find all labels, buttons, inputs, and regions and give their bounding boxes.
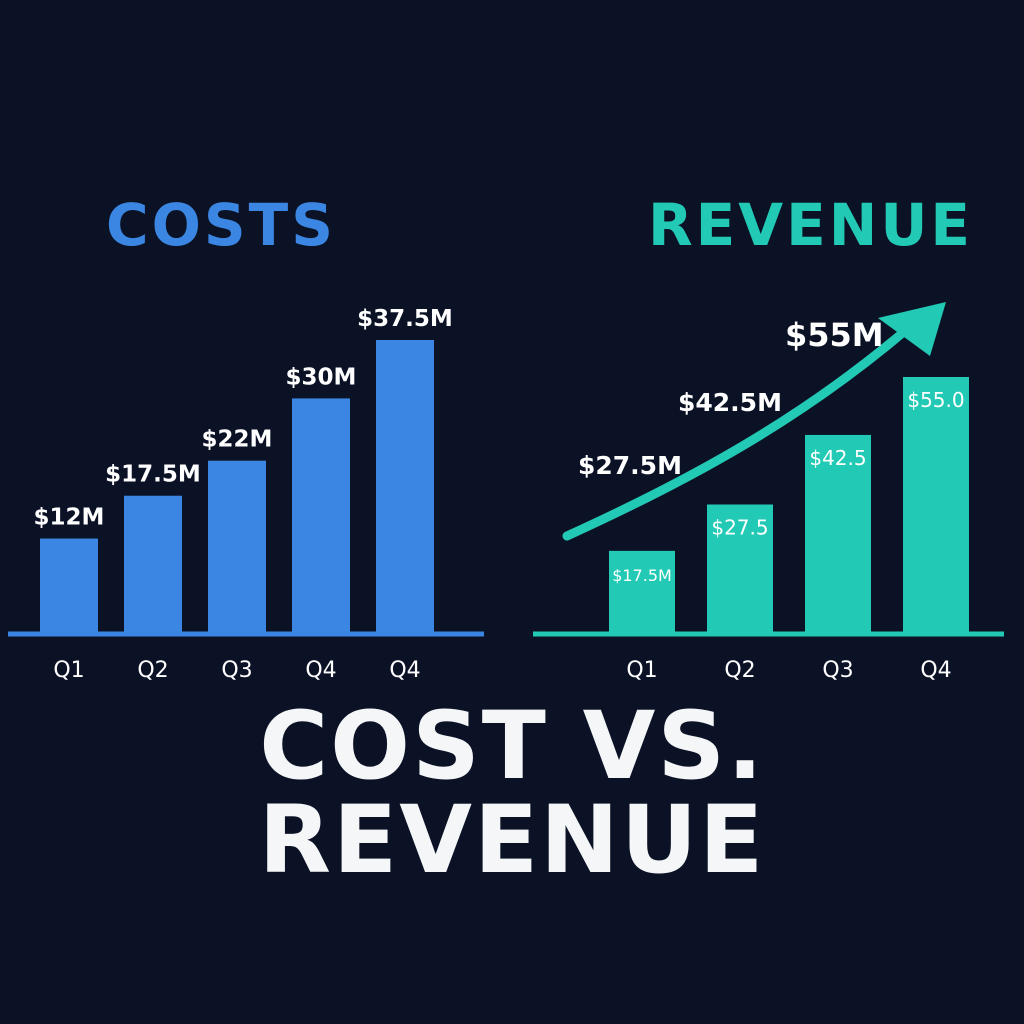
trend-arrow-line — [562, 325, 911, 541]
costs-chart: Q1 $12M Q2 $17.5M Q3 $22M Q4 $30M Q4 $37.5M — [8, 306, 484, 683]
bar-q4-5 — [376, 340, 434, 632]
bar-q3-3 — [805, 434, 871, 632]
revenue-chart-title: REVENUE — [648, 191, 974, 259]
tick-label: Q4 — [305, 658, 336, 683]
bar-q2-2 — [707, 504, 773, 632]
revenue-chart: Q1 $17.5M Q2 $27.5 Q3 $42.5 Q4 $55.0 $27.5M $42.5… — [533, 302, 1004, 683]
tick-label: Q4 — [920, 658, 951, 683]
data-label: $37.5M — [357, 306, 453, 332]
main-title: COST VS. REVENUE — [258, 692, 766, 895]
data-label: $17.5M — [105, 462, 201, 488]
data-label: $42.5 — [809, 446, 866, 470]
tick-label: Q4 — [389, 658, 420, 683]
bar-q4-4 — [292, 398, 350, 632]
data-label: $17.5M — [612, 566, 672, 585]
data-label: $22M — [202, 427, 273, 453]
bar-q4-4 — [903, 377, 969, 632]
bar-q1-1 — [40, 538, 98, 632]
tick-label: Q3 — [822, 658, 853, 683]
trend-arrow-head — [878, 302, 946, 356]
costs-chart-title: COSTS — [106, 191, 336, 259]
tick-label: Q2 — [724, 658, 755, 683]
bar-q3-3 — [208, 460, 266, 632]
data-label: $55.0 — [907, 388, 964, 412]
tick-label: Q1 — [626, 658, 657, 683]
bar-q2-2 — [124, 495, 182, 632]
data-label: $27.5 — [711, 516, 768, 540]
trend-annotation: $55M — [785, 316, 884, 354]
trend-annotation: $27.5M — [578, 451, 682, 480]
bar-q1-1 — [609, 550, 675, 632]
tick-label: Q3 — [221, 658, 252, 683]
tick-label: Q1 — [53, 658, 84, 683]
trend-annotation: $42.5M — [678, 388, 782, 417]
data-label: $12M — [34, 505, 105, 531]
data-label: $30M — [286, 364, 357, 390]
tick-label: Q2 — [137, 658, 168, 683]
